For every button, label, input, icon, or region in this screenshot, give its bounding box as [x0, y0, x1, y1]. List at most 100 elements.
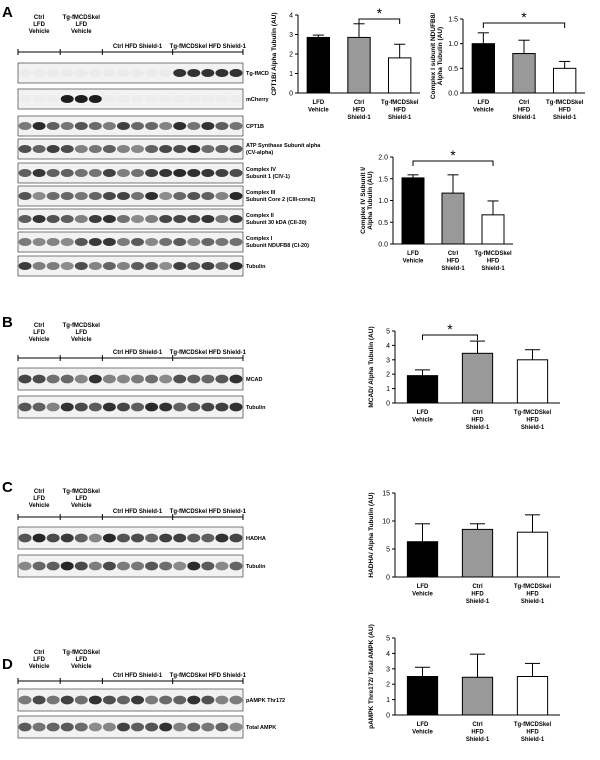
blot-band [215, 695, 229, 705]
blot-band [131, 402, 144, 412]
blot-band [88, 95, 102, 103]
blot-band [117, 262, 130, 270]
group-label: Ctrl LFD Vehicle [29, 489, 50, 509]
blot-band [173, 722, 187, 732]
blot-band [131, 192, 144, 200]
blot-band [60, 561, 74, 571]
x-tick-label: LFD Vehicle [412, 722, 433, 736]
blot-band [187, 722, 201, 732]
blot-band [145, 215, 159, 223]
blot-band [46, 192, 60, 200]
blot-strip [17, 62, 244, 84]
band-label: Complex II Subunit 30 kDA (CII-30) [246, 213, 307, 226]
blot-band [215, 122, 229, 130]
blot-band [74, 561, 88, 571]
blot-band [117, 533, 130, 543]
blot-band [159, 95, 172, 103]
blot-band [117, 374, 130, 384]
blot-band [145, 374, 159, 384]
blot-band [60, 145, 74, 153]
x-tick-label: LFD Vehicle [412, 584, 433, 598]
blot-band [32, 122, 46, 130]
significance-label: * [450, 147, 456, 163]
blot-band [229, 69, 243, 77]
group-label: Tg-fMCDSkel HFD Shield-1 [170, 673, 247, 679]
blot-band [18, 238, 32, 246]
blot-band [74, 145, 88, 153]
blot-band [47, 95, 60, 103]
blot-band [18, 722, 32, 732]
y-tick-label: 15 [382, 491, 390, 498]
blot-band [32, 215, 46, 223]
blot-band [46, 169, 60, 177]
blot-band [215, 215, 229, 223]
blot-band [145, 722, 159, 732]
blot-band [229, 402, 243, 412]
blot-strip [17, 115, 244, 137]
bar [441, 192, 465, 245]
blot-band [18, 695, 32, 705]
blot-band [117, 722, 130, 732]
y-tick-label: 5 [386, 329, 390, 336]
blot-strip [17, 162, 244, 184]
blot-band [117, 215, 130, 223]
group-label: Ctrl LFD Vehicle [29, 323, 50, 343]
blot-band [33, 95, 46, 103]
blot-band [131, 69, 144, 77]
blot-band [19, 69, 32, 77]
blot-band [159, 533, 173, 543]
blot-band [215, 402, 229, 412]
blot-band [173, 374, 187, 384]
blot-band [201, 122, 215, 130]
blot-band [229, 238, 243, 246]
blot-band [145, 238, 159, 246]
blot-band [102, 262, 116, 270]
bar [401, 177, 425, 245]
blot-band [201, 169, 215, 177]
blot-band [74, 169, 88, 177]
blot-band [88, 192, 102, 200]
x-tick-label: Tg-fMCDSkel HFD Shield-1 [514, 410, 552, 431]
blot-band [74, 374, 88, 384]
blot-strip [17, 138, 244, 160]
bar [387, 57, 412, 94]
blot-band [215, 169, 229, 177]
blot-band [117, 169, 130, 177]
blot-band [159, 69, 172, 77]
bar [516, 359, 549, 404]
band-label: Total AMPK [246, 725, 276, 731]
group-label: Ctrl LFD Vehicle [29, 650, 50, 670]
bar [461, 352, 494, 404]
blot-band [32, 722, 46, 732]
panel-letter: A [2, 4, 13, 21]
bar [347, 36, 371, 94]
blot-band [74, 722, 88, 732]
group-label: Tg-fMCDSkel LFD Vehicle [63, 323, 101, 343]
blot-band [102, 192, 116, 200]
significance-bracket [412, 160, 494, 166]
blot-strip [17, 395, 244, 419]
blot-band [159, 561, 173, 571]
y-tick-label: 10 [382, 519, 390, 526]
blot-band [187, 145, 201, 153]
group-label: Tg-fMCDSkel HFD Shield-1 [170, 44, 247, 50]
blot-band [145, 533, 159, 543]
blot-band [32, 192, 46, 200]
blot-band [117, 238, 130, 246]
blot-band [215, 561, 229, 571]
blot-band [173, 402, 187, 412]
blot-band [215, 533, 229, 543]
blot-band [159, 374, 173, 384]
blot-band [19, 95, 32, 103]
band-label: ATP Synthase Subunit alpha (CV-alpha) [246, 143, 321, 156]
blot-band [18, 561, 32, 571]
blot-band [131, 374, 144, 384]
blot-band [47, 69, 60, 77]
blot-band [131, 695, 144, 705]
blot-band [46, 722, 60, 732]
blot-band [229, 145, 243, 153]
blot-band [88, 695, 102, 705]
blot-band [18, 402, 32, 412]
bar [516, 531, 549, 578]
blot-strip [17, 688, 244, 712]
